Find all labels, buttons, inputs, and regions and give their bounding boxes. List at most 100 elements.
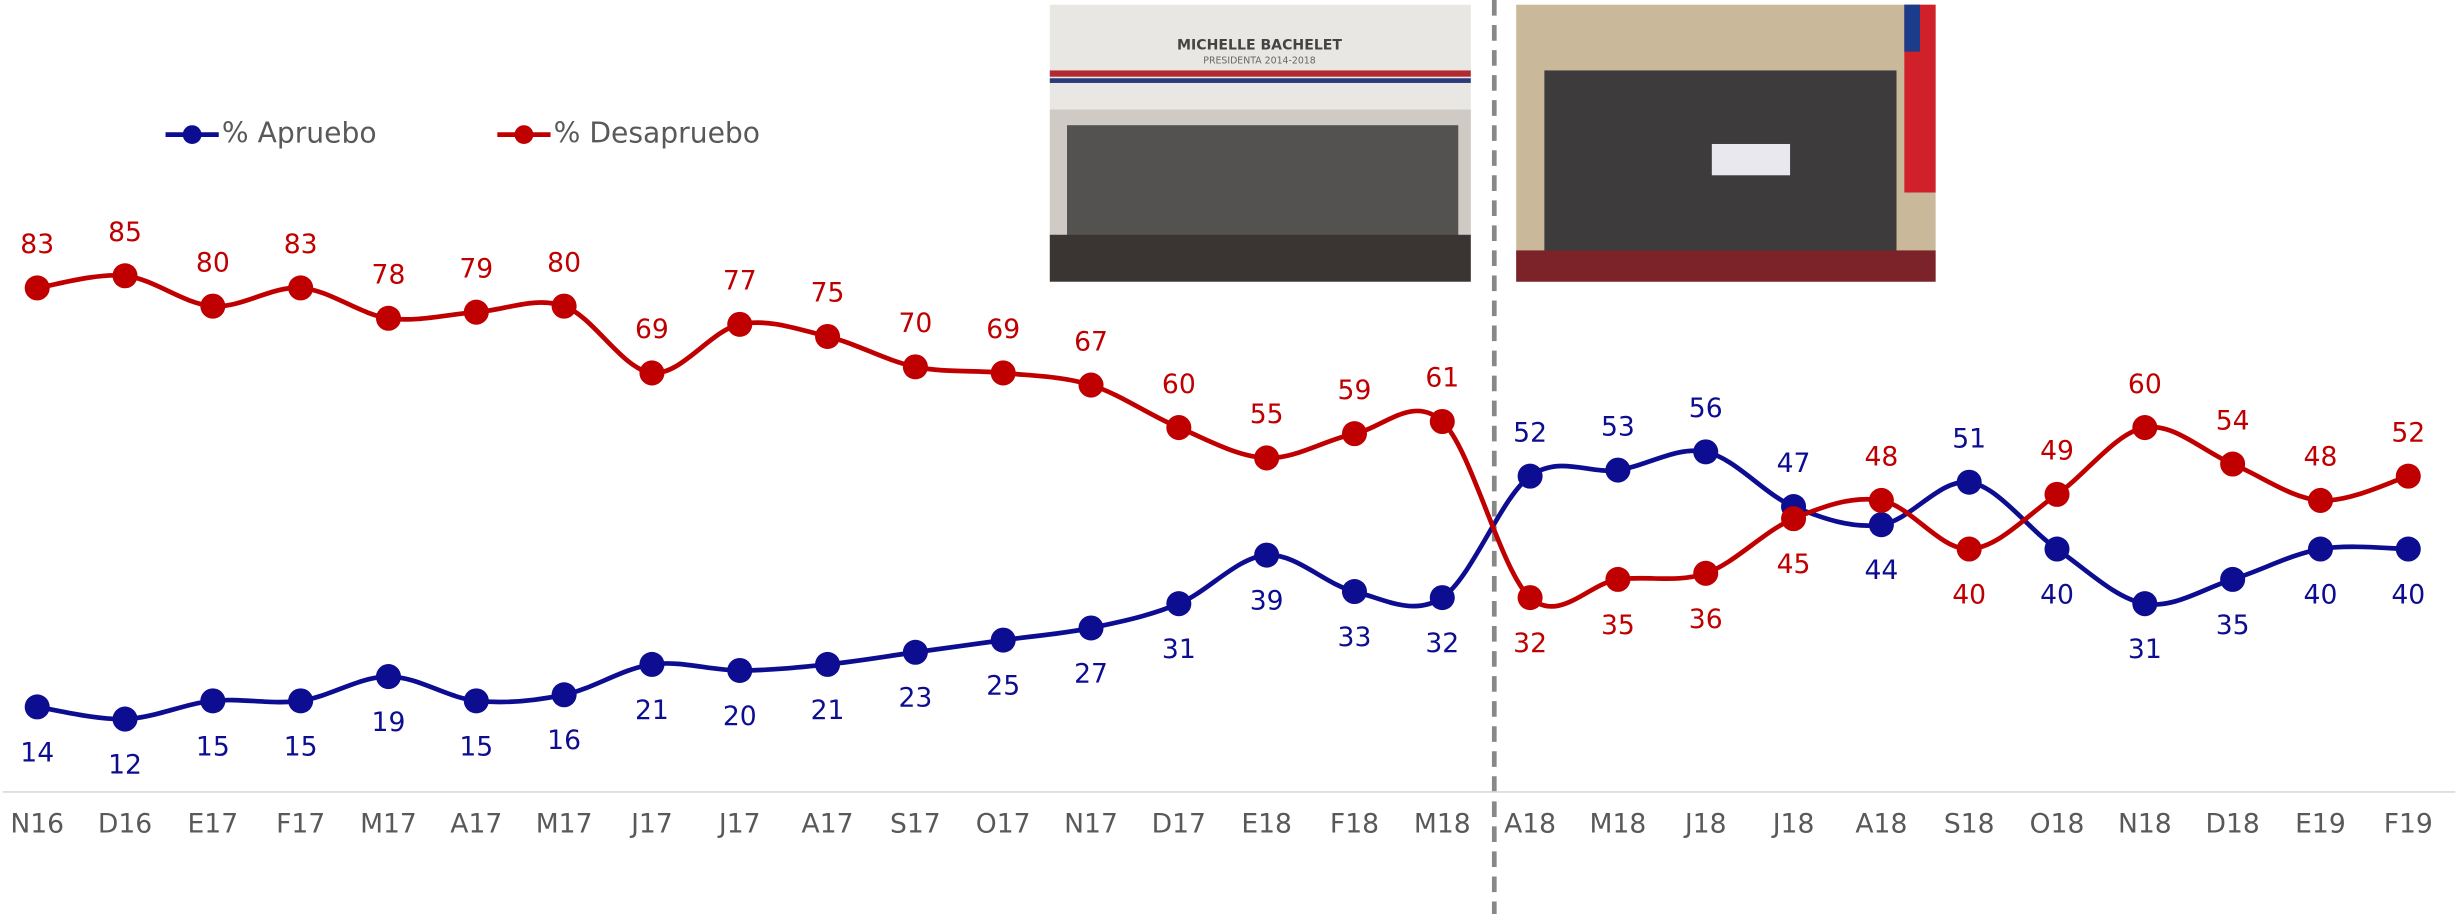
x-tick-label: N17 [1064, 808, 1118, 839]
point [288, 275, 314, 301]
data-label: 16 [547, 725, 581, 756]
point [200, 688, 226, 714]
x-tick-label: E19 [2295, 808, 2346, 839]
point [1254, 542, 1280, 568]
data-label: 15 [284, 731, 318, 762]
data-label: 15 [196, 731, 230, 762]
data-label: 79 [459, 253, 493, 284]
point [1517, 585, 1543, 611]
data-label: 70 [898, 308, 932, 339]
photo-pinera [1516, 4, 1936, 282]
data-label: 80 [196, 247, 230, 278]
data-label: 19 [372, 707, 406, 738]
x-tick-label: M17 [536, 808, 593, 839]
point [1078, 615, 1104, 641]
point [1868, 487, 1894, 513]
point [815, 651, 841, 677]
point [24, 275, 50, 301]
data-label: 48 [2304, 442, 2338, 473]
x-tick-label: E18 [1241, 808, 1292, 839]
data-label: 44 [1864, 555, 1898, 586]
point [1693, 560, 1719, 586]
point [2044, 481, 2070, 507]
x-tick-label: F18 [1330, 808, 1379, 839]
point [815, 323, 841, 350]
point [1166, 415, 1192, 441]
x-tick-label: O18 [2030, 808, 2085, 839]
data-label: 39 [1250, 586, 1284, 617]
data-label: 31 [2128, 634, 2162, 665]
point [1254, 445, 1280, 471]
data-label: 40 [2391, 579, 2425, 610]
point [2132, 415, 2158, 441]
data-label: 25 [986, 671, 1020, 702]
x-tick-label: J17 [717, 808, 761, 839]
point [902, 639, 928, 665]
data-label: 45 [1777, 549, 1811, 580]
point [2220, 451, 2246, 477]
x-tick-label: M18 [1414, 808, 1471, 839]
data-label: 78 [372, 260, 406, 291]
point [112, 263, 138, 289]
point [551, 293, 577, 319]
point [112, 706, 138, 732]
data-label: 59 [1338, 375, 1372, 406]
legend-dot [514, 125, 534, 144]
point [1868, 512, 1894, 538]
data-label: 40 [2040, 579, 2074, 610]
data-label: 77 [723, 266, 757, 297]
data-label: 60 [2128, 369, 2162, 400]
point [639, 360, 665, 386]
data-label: 67 [1074, 326, 1108, 357]
point [1341, 421, 1367, 447]
point [375, 664, 401, 690]
data-label: 69 [635, 314, 669, 345]
photo-title: MICHELLE BACHELET [1177, 37, 1342, 53]
point [1341, 579, 1367, 605]
data-label: 21 [635, 695, 669, 726]
legend-dot [182, 125, 202, 144]
data-label: 14 [20, 737, 54, 768]
point [990, 360, 1016, 386]
data-label: 36 [1689, 604, 1723, 635]
point [24, 694, 50, 720]
point [1956, 536, 1982, 562]
point [1781, 506, 1807, 532]
data-label: 32 [1425, 628, 1459, 659]
data-label: 52 [2391, 417, 2425, 448]
data-label: 49 [2040, 436, 2074, 467]
x-tick-label: D16 [98, 808, 152, 839]
data-label: 47 [1777, 448, 1811, 479]
data-label: 54 [2216, 405, 2250, 436]
point [1605, 457, 1631, 483]
point [1693, 439, 1719, 465]
data-label: 83 [20, 229, 54, 260]
point [1956, 469, 1982, 495]
point [639, 651, 665, 677]
x-tick-label: E17 [188, 808, 239, 839]
x-tick-label: F17 [276, 808, 325, 839]
point [288, 688, 314, 714]
x-tick-label: A18 [1504, 808, 1556, 839]
data-label: 69 [986, 314, 1020, 345]
point [463, 688, 489, 714]
point [2307, 487, 2333, 513]
point [990, 627, 1016, 653]
legend-label: % Apruebo [222, 117, 377, 150]
x-tick-label: N18 [2118, 808, 2172, 839]
point [2307, 536, 2333, 562]
point [1429, 408, 1455, 435]
data-label: 31 [1162, 634, 1196, 665]
data-label: 32 [1513, 628, 1547, 659]
point [727, 657, 753, 683]
x-tick-label: M17 [360, 808, 417, 839]
point [1078, 372, 1104, 398]
point [727, 311, 753, 337]
x-tick-label: A17 [802, 808, 854, 839]
data-label: 51 [1952, 423, 1986, 454]
x-tick-label: J17 [629, 808, 673, 839]
data-label: 27 [1074, 658, 1108, 689]
point [2132, 591, 2158, 617]
data-label: 53 [1601, 411, 1635, 442]
point [463, 299, 489, 325]
